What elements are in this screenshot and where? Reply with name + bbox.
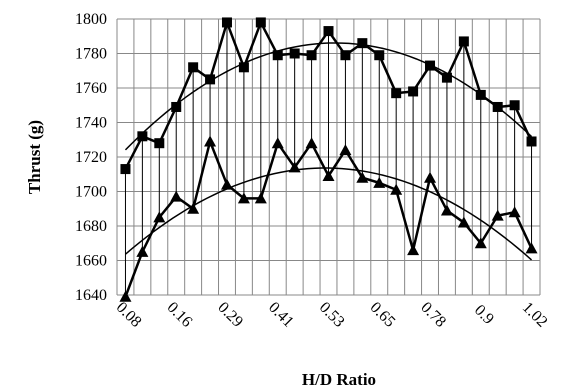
square-marker bbox=[458, 36, 469, 47]
x-tick-label: 0.78 bbox=[417, 299, 449, 331]
y-tick-label: 1660 bbox=[75, 253, 107, 270]
triangle-marker bbox=[220, 178, 233, 190]
y-tick-label: 1680 bbox=[75, 218, 107, 235]
square-marker bbox=[188, 62, 199, 73]
square-marker bbox=[475, 89, 486, 100]
x-tick-label: 0.41 bbox=[265, 299, 297, 331]
triangle-marker bbox=[407, 244, 420, 256]
y-axis-ticks: 1640 1660 1680 1700 1720 1740 1760 1780 1800 bbox=[75, 11, 107, 304]
y-axis-title: Thrust (g) bbox=[25, 120, 44, 194]
x-tick-label: 1.02 bbox=[519, 299, 551, 331]
square-marker bbox=[340, 50, 351, 61]
triangle-marker bbox=[390, 183, 403, 195]
square-marker bbox=[272, 50, 283, 61]
triangle-marker bbox=[271, 137, 284, 149]
square-marker bbox=[374, 50, 385, 61]
square-marker bbox=[255, 17, 266, 28]
x-axis-ticks: 0.08 0.16 0.29 0.41 0.53 0.65 0.78 0.9 1.02 bbox=[113, 299, 551, 331]
triangle-marker bbox=[322, 169, 335, 181]
y-tick-label: 1760 bbox=[75, 80, 107, 97]
data-series bbox=[119, 17, 538, 302]
triangle-marker bbox=[339, 144, 352, 156]
triangle-marker bbox=[525, 242, 538, 254]
triangle-marker bbox=[204, 135, 217, 147]
triangle-marker bbox=[119, 290, 132, 302]
triangle-marker bbox=[424, 171, 437, 183]
square-marker bbox=[171, 101, 182, 112]
triangle-marker bbox=[457, 216, 470, 228]
y-tick-label: 1780 bbox=[75, 46, 107, 63]
square-marker bbox=[357, 38, 368, 49]
trendline-square bbox=[124, 42, 533, 151]
triangle-marker bbox=[153, 211, 166, 223]
square-marker bbox=[526, 136, 537, 147]
square-marker bbox=[509, 100, 520, 111]
y-tick-label: 1700 bbox=[75, 184, 107, 201]
x-tick-label: 0.16 bbox=[163, 299, 195, 331]
triangle-marker bbox=[237, 192, 250, 204]
x-axis-title: H/D Ratio bbox=[302, 370, 376, 388]
square-marker bbox=[154, 138, 165, 149]
square-marker bbox=[408, 86, 419, 97]
y-tick-label: 1800 bbox=[75, 11, 107, 28]
square-marker bbox=[306, 50, 317, 61]
triangle-marker bbox=[373, 176, 386, 188]
square-marker bbox=[205, 74, 216, 85]
triangle-marker bbox=[508, 206, 521, 218]
triangle-marker bbox=[305, 137, 318, 149]
x-tick-label: 0.9 bbox=[471, 302, 497, 328]
triangle-marker bbox=[136, 245, 149, 257]
y-tick-label: 1640 bbox=[75, 287, 107, 304]
y-tick-label: 1740 bbox=[75, 115, 107, 132]
triangle-marker bbox=[491, 209, 504, 221]
square-marker bbox=[289, 48, 300, 59]
x-tick-label: 0.08 bbox=[113, 299, 145, 331]
x-tick-label: 0.65 bbox=[367, 299, 399, 331]
square-marker bbox=[323, 26, 334, 37]
square-marker bbox=[120, 164, 131, 175]
triangle-marker bbox=[440, 204, 453, 216]
triangle-marker bbox=[288, 161, 301, 173]
y-tick-label: 1720 bbox=[75, 149, 107, 166]
triangle-marker bbox=[356, 171, 369, 183]
trendline-triangle bbox=[124, 167, 533, 261]
square-marker bbox=[391, 88, 402, 99]
square-marker bbox=[441, 72, 452, 83]
square-marker bbox=[221, 17, 232, 28]
square-marker bbox=[238, 62, 249, 73]
x-tick-label: 0.53 bbox=[316, 299, 348, 331]
grid bbox=[116, 18, 541, 297]
square-marker bbox=[137, 131, 148, 142]
triangle-marker bbox=[254, 192, 267, 204]
square-marker bbox=[492, 101, 503, 112]
triangle-marker bbox=[474, 237, 487, 249]
square-marker bbox=[425, 60, 436, 71]
triangle-marker bbox=[187, 202, 200, 214]
triangle-marker bbox=[170, 190, 183, 202]
x-tick-label: 0.29 bbox=[214, 299, 246, 331]
